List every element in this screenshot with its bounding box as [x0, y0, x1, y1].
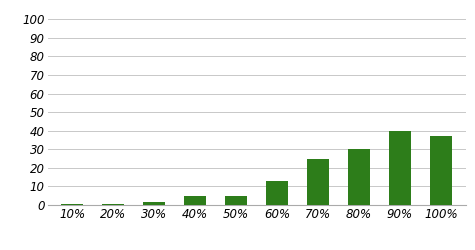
- Bar: [307, 158, 329, 205]
- Bar: [61, 204, 83, 205]
- Bar: [266, 181, 288, 205]
- Bar: [348, 149, 370, 205]
- Bar: [102, 204, 124, 205]
- Bar: [225, 196, 247, 205]
- Bar: [184, 196, 206, 205]
- Bar: [143, 202, 165, 205]
- Bar: [430, 136, 452, 205]
- Bar: [389, 131, 411, 205]
